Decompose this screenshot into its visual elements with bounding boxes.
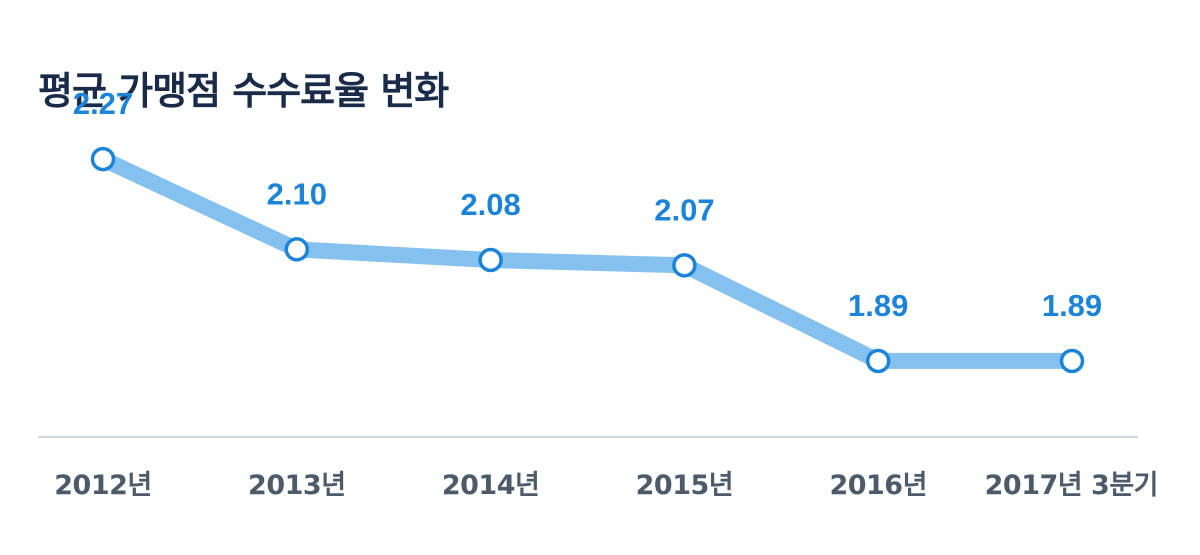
data-label-5: 1.89 xyxy=(848,288,908,323)
data-labels: 2.27 2.10 2.08 2.07 1.89 1.89 xyxy=(73,86,1102,323)
data-point-2 xyxy=(284,237,310,262)
x-tick-label-3: 2014년 xyxy=(442,470,540,501)
data-point-4 xyxy=(672,253,697,278)
x-tick-label-2: 2013년 xyxy=(248,470,346,501)
data-point-5 xyxy=(865,348,891,374)
data-label-1: 2.27 xyxy=(73,86,133,121)
data-label-4: 2.07 xyxy=(654,192,714,227)
data-label-6: 1.89 xyxy=(1042,288,1102,323)
data-point-3 xyxy=(478,247,503,273)
series-line xyxy=(95,151,1080,369)
data-label-2: 2.10 xyxy=(267,176,327,211)
x-tick-label-6: 2017년 3분기 xyxy=(985,470,1158,501)
x-tick-label-5: 2016년 xyxy=(829,470,927,501)
data-point-1 xyxy=(90,146,116,172)
x-tick-label-1: 2012년 xyxy=(54,470,152,501)
x-tick-labels: 2012년 2013년 2014년 2015년 2016년 2017년 3분기 xyxy=(54,470,1158,501)
data-point-6 xyxy=(1059,348,1085,374)
chart-title: 평균 가맹점 수수료율 변화 xyxy=(38,69,449,113)
data-points xyxy=(90,146,1085,374)
x-tick-label-4: 2015년 xyxy=(636,470,734,501)
data-label-3: 2.08 xyxy=(460,187,520,222)
